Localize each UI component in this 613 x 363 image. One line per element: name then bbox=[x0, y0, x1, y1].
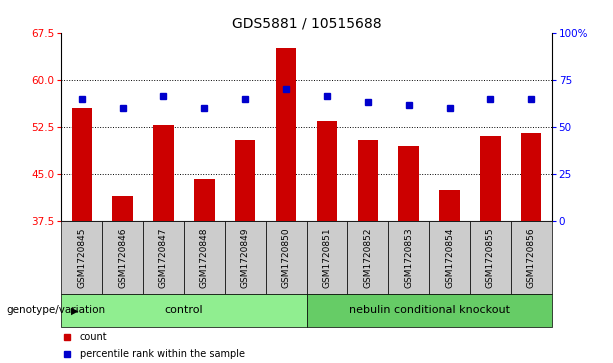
Bar bbox=[184, 221, 225, 294]
Bar bbox=[265, 221, 306, 294]
Text: GSM1720847: GSM1720847 bbox=[159, 228, 168, 288]
Text: GSM1720846: GSM1720846 bbox=[118, 228, 127, 288]
Text: GSM1720850: GSM1720850 bbox=[281, 227, 291, 288]
Text: GSM1720856: GSM1720856 bbox=[527, 227, 536, 288]
Bar bbox=[429, 221, 470, 294]
Text: GSM1720851: GSM1720851 bbox=[322, 227, 332, 288]
Bar bbox=[521, 133, 541, 221]
Bar bbox=[194, 179, 215, 221]
Bar bbox=[388, 221, 429, 294]
Bar bbox=[306, 221, 348, 294]
Bar bbox=[440, 190, 460, 221]
Bar bbox=[317, 121, 337, 221]
Text: count: count bbox=[80, 332, 107, 342]
Text: GSM1720853: GSM1720853 bbox=[404, 227, 413, 288]
Bar bbox=[511, 221, 552, 294]
Bar bbox=[225, 221, 265, 294]
Bar bbox=[61, 221, 102, 294]
Text: GSM1720852: GSM1720852 bbox=[364, 228, 372, 288]
Title: GDS5881 / 10515688: GDS5881 / 10515688 bbox=[232, 16, 381, 30]
Text: GSM1720845: GSM1720845 bbox=[77, 228, 86, 288]
Bar bbox=[143, 221, 184, 294]
Bar bbox=[61, 294, 306, 327]
Text: GSM1720855: GSM1720855 bbox=[486, 227, 495, 288]
Text: GSM1720854: GSM1720854 bbox=[445, 228, 454, 288]
Text: genotype/variation: genotype/variation bbox=[6, 305, 105, 315]
Text: ▶: ▶ bbox=[70, 305, 78, 315]
Bar bbox=[102, 221, 143, 294]
Bar bbox=[357, 140, 378, 221]
Bar bbox=[348, 221, 388, 294]
Bar bbox=[306, 294, 552, 327]
Bar bbox=[398, 146, 419, 221]
Text: percentile rank within the sample: percentile rank within the sample bbox=[80, 349, 245, 359]
Text: control: control bbox=[164, 305, 204, 315]
Bar bbox=[72, 108, 92, 221]
Bar bbox=[235, 140, 256, 221]
Text: GSM1720849: GSM1720849 bbox=[241, 228, 249, 288]
Bar bbox=[153, 125, 173, 221]
Bar bbox=[112, 196, 133, 221]
Bar bbox=[470, 221, 511, 294]
Bar bbox=[276, 48, 296, 221]
Text: nebulin conditional knockout: nebulin conditional knockout bbox=[349, 305, 509, 315]
Bar bbox=[480, 136, 501, 221]
Text: GSM1720848: GSM1720848 bbox=[200, 228, 209, 288]
